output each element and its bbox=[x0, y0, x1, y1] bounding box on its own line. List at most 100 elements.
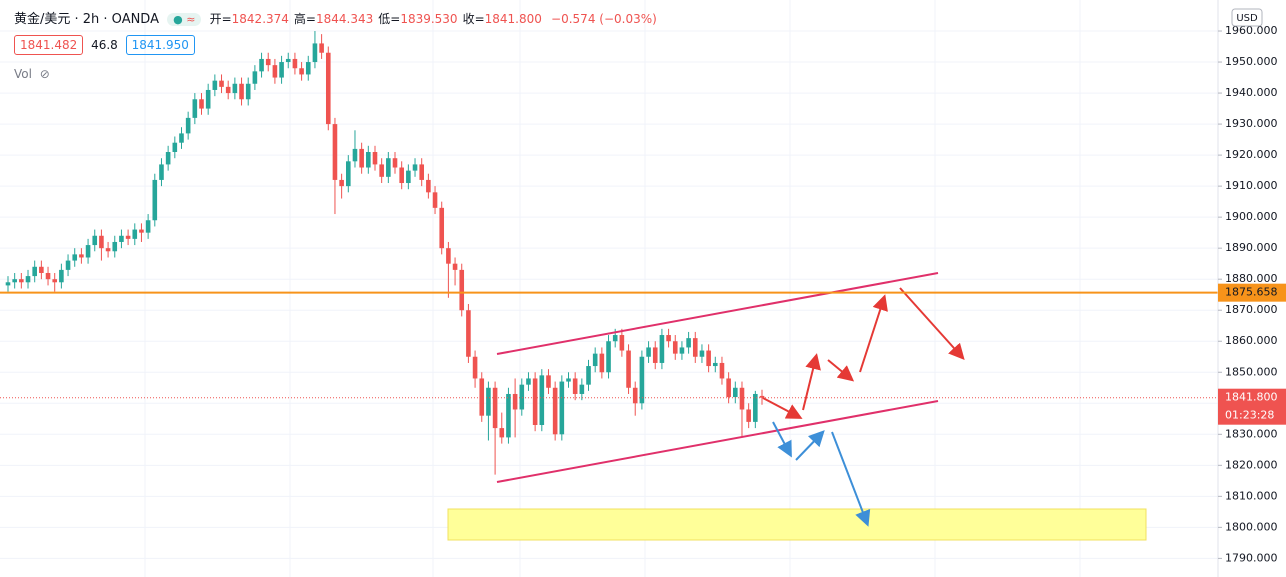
candle-body bbox=[192, 99, 198, 118]
candle-body bbox=[139, 229, 144, 233]
candle-body bbox=[559, 381, 565, 435]
candle-body bbox=[599, 353, 605, 373]
candle-body bbox=[25, 276, 31, 283]
candle-body bbox=[299, 68, 304, 75]
candle-body bbox=[112, 241, 118, 252]
countdown: 01:23:28 bbox=[1225, 409, 1274, 422]
candle-body bbox=[125, 235, 131, 239]
candle-body bbox=[392, 158, 398, 168]
candle-body bbox=[285, 58, 291, 63]
candle-body bbox=[212, 80, 218, 90]
candle-body bbox=[659, 335, 665, 363]
y-tick-label: 1950.000 bbox=[1225, 55, 1278, 68]
spread: 46.8 bbox=[91, 38, 118, 52]
currency: USD bbox=[1236, 13, 1258, 24]
ohlc-value: 1842.374 bbox=[231, 12, 289, 26]
ohlc: 开=1842.374 高=1844.343 低=1839.530 收=1841.800 bbox=[210, 12, 547, 26]
candle-body bbox=[386, 158, 391, 177]
y-tick-label: 1920.000 bbox=[1225, 148, 1278, 161]
candle-body bbox=[439, 207, 445, 249]
candle-body bbox=[626, 350, 631, 388]
y-tick-label: 1940.000 bbox=[1225, 86, 1278, 99]
volume-label: Vol bbox=[14, 67, 32, 81]
candle-body bbox=[239, 83, 244, 100]
y-tick-label: 1910.000 bbox=[1225, 179, 1278, 192]
ohlc-key: 低= bbox=[378, 12, 401, 26]
bid[interactable]: 1841.482 bbox=[14, 35, 84, 55]
candle-body bbox=[719, 362, 725, 379]
candle-body bbox=[672, 341, 678, 354]
status-dot: ● ≈ bbox=[167, 13, 202, 26]
y-tick-label: 1890.000 bbox=[1225, 241, 1278, 254]
candle-body bbox=[639, 356, 645, 404]
candle-body bbox=[679, 347, 685, 354]
ohlc-value: 1839.530 bbox=[400, 12, 458, 26]
candle-body bbox=[319, 43, 324, 53]
candle-body bbox=[499, 428, 505, 438]
candle-body bbox=[459, 269, 465, 311]
candle-body bbox=[632, 387, 638, 404]
hide-icon[interactable]: ⊘ bbox=[39, 67, 50, 81]
currency-box[interactable] bbox=[1231, 8, 1263, 27]
ohlc-key: 开= bbox=[209, 12, 232, 26]
candle-body bbox=[366, 152, 371, 168]
candle-body bbox=[492, 387, 498, 429]
candle-body bbox=[132, 229, 138, 239]
candle-body bbox=[39, 266, 44, 273]
candle-body bbox=[592, 353, 598, 367]
candle-body bbox=[512, 393, 518, 410]
candle-body bbox=[446, 248, 451, 264]
candle-body bbox=[746, 409, 751, 422]
candle-body bbox=[72, 254, 78, 261]
candle-body bbox=[666, 335, 671, 342]
candle-body bbox=[185, 117, 191, 134]
candle-body bbox=[612, 335, 618, 342]
candle-body bbox=[265, 58, 271, 66]
candle-body bbox=[372, 152, 378, 165]
candle-body bbox=[733, 387, 738, 398]
candle-body bbox=[466, 310, 471, 357]
y-tick-label: 1850.000 bbox=[1225, 365, 1278, 378]
candle-body bbox=[172, 142, 178, 153]
support-zone bbox=[447, 508, 1147, 541]
y-tick-label: 1800.000 bbox=[1225, 520, 1278, 533]
candle-body bbox=[619, 335, 625, 351]
candle-body bbox=[5, 282, 11, 286]
candle-body bbox=[145, 220, 151, 233]
candle-body bbox=[52, 279, 58, 283]
vertical-grid bbox=[144, 0, 1081, 577]
candle-body bbox=[479, 378, 485, 416]
candle-body bbox=[179, 133, 184, 143]
price-axis: 1960.000 1950.000 1940.000 1930.000 1920.000… bbox=[1218, 24, 1286, 564]
candle-body bbox=[252, 71, 258, 84]
ask[interactable]: 1841.950 bbox=[125, 35, 195, 55]
overlay bbox=[0, 291, 1218, 399]
price-label-box bbox=[1218, 283, 1286, 302]
candle-body bbox=[12, 279, 17, 283]
last-price-label: 1841.800 bbox=[1225, 391, 1278, 404]
y-tick-label: 1830.000 bbox=[1225, 427, 1278, 440]
candle-body bbox=[652, 347, 658, 363]
price-label: 1875.658 bbox=[1225, 286, 1278, 299]
channel bbox=[496, 272, 939, 483]
candle-body bbox=[486, 387, 491, 416]
candle-body bbox=[412, 164, 418, 171]
ohlc-key: 高= bbox=[293, 12, 316, 26]
y-tick-label: 1810.000 bbox=[1225, 489, 1278, 502]
candle-body bbox=[32, 266, 37, 277]
candle-body bbox=[305, 62, 311, 75]
candle-body bbox=[726, 378, 731, 398]
candle-body bbox=[546, 375, 551, 388]
ohlc-value: 1841.800 bbox=[484, 12, 542, 26]
candle-body bbox=[45, 272, 51, 280]
candle-body bbox=[312, 43, 318, 63]
candle-body bbox=[532, 378, 538, 425]
candle-body bbox=[346, 161, 351, 187]
change: −0.574 (−0.03%) bbox=[551, 12, 657, 26]
candle-body bbox=[526, 378, 531, 385]
candle-body bbox=[566, 378, 571, 382]
candle-body bbox=[646, 347, 651, 357]
candle-body bbox=[712, 362, 718, 367]
candle-body bbox=[432, 192, 438, 208]
